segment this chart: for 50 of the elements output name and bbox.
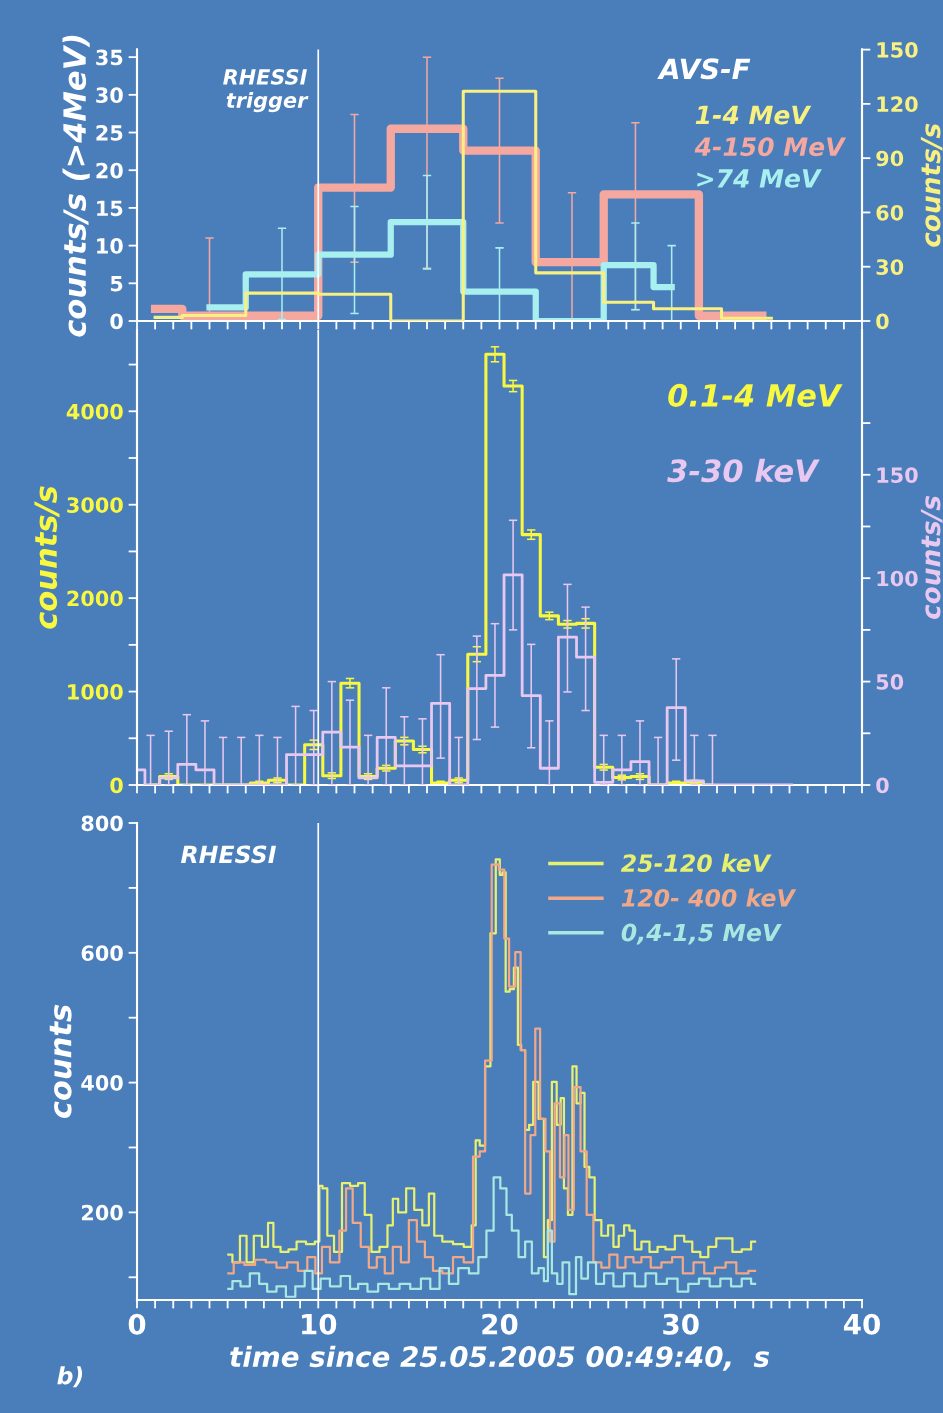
y2-tick-label: 150 (877, 467, 918, 483)
series-label: 4-150 MeV (694, 137, 847, 157)
x-tick-label: 10 (302, 1313, 337, 1335)
text: 0.1-4 MeV (668, 383, 843, 407)
y-tick-label: 10 (97, 238, 123, 254)
y2-axis-title: counts/s (920, 495, 943, 620)
text: b) (57, 1366, 83, 1388)
annotation: AVS-F (657, 58, 751, 80)
y-tick-label: 1000 (68, 684, 123, 700)
legend-label: 25-120 keV (620, 853, 772, 873)
y2-tick-label: 150 (877, 42, 918, 58)
y2-tick-label: 0 (876, 777, 889, 794)
y2-tick-label: 100 (877, 570, 918, 587)
ref-line-label: RHESSI trigger (223, 68, 309, 113)
x-tick-label: 0 (128, 1313, 146, 1335)
y2-tick-label: 30 (876, 259, 904, 275)
y-tick-label: 35 (96, 49, 123, 66)
x-tick-label: 20 (482, 1313, 518, 1335)
annotation: RHESSI (180, 845, 277, 864)
y-tick-label: 30 (96, 87, 123, 104)
y2-axis-title: counts/s (920, 123, 943, 247)
y-axis-title: counts/s (>4MeV) (62, 35, 90, 337)
y-tick-label: 0 (110, 777, 123, 794)
y2-tick-label: 90 (876, 150, 904, 167)
y-tick-label: 200 (81, 1204, 123, 1221)
y2-tick-label: 0 (876, 313, 889, 330)
y-tick-label: 3000 (67, 497, 123, 513)
y2-tick-label: 60 (876, 204, 904, 221)
legend-label: 0,4-1,5 MeV (621, 923, 782, 945)
y2-tick-label: 120 (877, 96, 918, 113)
text: 3-30 keV (667, 458, 820, 483)
y2-tick-label: 50 (876, 674, 904, 690)
text: 1-4 MeV (695, 105, 812, 125)
y-axis-title: counts/s (34, 486, 60, 629)
y-tick-label: 20 (96, 162, 123, 179)
y-tick-label: 800 (81, 815, 123, 832)
text: >74 MeV (697, 169, 822, 188)
y-tick-label: 2000 (67, 590, 123, 607)
y-tick-label: 600 (81, 945, 123, 962)
y-tick-label: 5 (110, 276, 123, 292)
x-axis-title: time since 25.05.2005 00:49:40, s (230, 1345, 770, 1371)
x-tick-label: 40 (843, 1313, 880, 1335)
x-tick-label: 30 (663, 1313, 699, 1335)
y-tick-label: 25 (96, 124, 123, 141)
y-tick-label: 0 (110, 313, 123, 330)
y-axis-title: counts (49, 1004, 72, 1119)
y-tick-label: 15 (97, 200, 123, 217)
y-tick-label: 4000 (66, 403, 123, 420)
y-tick-label: 400 (81, 1075, 123, 1091)
legend-label: 120- 400 keV (621, 888, 797, 907)
